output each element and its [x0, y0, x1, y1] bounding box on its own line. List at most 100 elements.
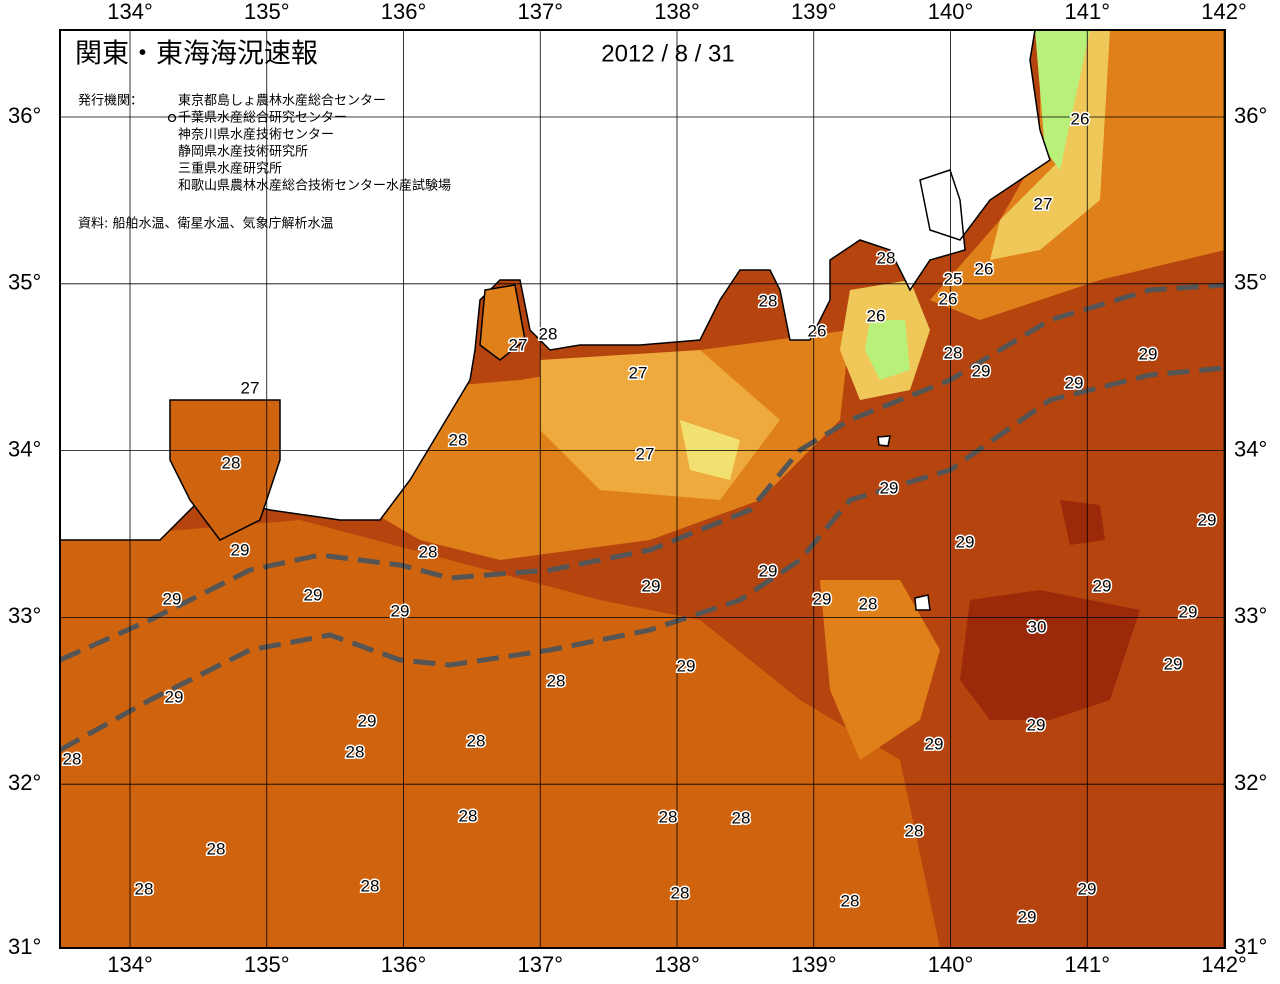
contour-label: 30: [1028, 617, 1047, 636]
lon-label: 141°: [1064, 0, 1110, 24]
issuer-label: 発行機関：: [78, 94, 143, 109]
contour-label: 27: [241, 378, 260, 397]
lat-label: 31°: [1234, 934, 1267, 959]
contour-label: 29: [1164, 654, 1183, 673]
lat-label: 32°: [8, 770, 41, 795]
contour-label: 28: [759, 291, 778, 310]
map-title: 関東・東海海況速報: [75, 39, 318, 70]
contour-label: 27: [636, 444, 655, 463]
contour-label: 29: [1065, 373, 1084, 392]
contour-label: 29: [677, 656, 696, 675]
contour-label: 28: [459, 806, 478, 825]
lon-label: 134°: [107, 952, 153, 977]
issuer-list: 東京都島しょ農林水産総合センター千葉県水産総合研究センター神奈川県水産技術センタ…: [178, 93, 451, 194]
contour-label: 25: [944, 269, 963, 288]
contour-label: 28: [346, 742, 365, 761]
lat-label: 36°: [8, 103, 41, 128]
contour-label: 28: [539, 324, 558, 343]
contour-label: 28: [659, 807, 678, 826]
lon-label: 140°: [928, 0, 974, 24]
contour-label: 28: [207, 839, 226, 858]
contour-label: 29: [880, 478, 899, 497]
lon-label: 137°: [517, 0, 563, 24]
contour-label: 29: [1198, 510, 1217, 529]
lon-label: 138°: [654, 952, 700, 977]
contour-label: 28: [449, 430, 468, 449]
contour-label: 29: [759, 561, 778, 580]
contour-label: 27: [509, 335, 528, 354]
contour-label: 27: [1034, 194, 1053, 213]
lon-label: 138°: [654, 0, 700, 24]
lat-label: 33°: [8, 603, 41, 628]
lat-label: 35°: [1234, 270, 1267, 295]
land: [59, 29, 1051, 611]
lon-label: 142°: [1201, 0, 1247, 24]
lon-label: 134°: [107, 0, 153, 24]
graticule: [60, 30, 1225, 949]
contour-label: 29: [358, 711, 377, 730]
contour-label: 28: [671, 883, 690, 902]
contour-label: 29: [925, 734, 944, 753]
marker: [167, 113, 177, 123]
lat-label: 31°: [8, 934, 41, 959]
contour-label: 26: [1071, 109, 1090, 128]
lon-label: 135°: [244, 952, 290, 977]
contour-label: 28: [135, 879, 154, 898]
lat-label: 36°: [1234, 103, 1267, 128]
issuer: 千葉県水産総合研究センター: [178, 110, 347, 126]
contour-label: 29: [304, 585, 323, 604]
contour-label: 26: [867, 306, 886, 325]
contour-label: 28: [877, 248, 896, 267]
source-note: 資料: 船舶水温、衛星水温、気象庁解析水温: [78, 216, 334, 232]
contour-label: 26: [975, 259, 994, 278]
lat-label: 32°: [1234, 770, 1267, 795]
lon-label: 135°: [244, 0, 290, 24]
lon-label: 139°: [791, 0, 837, 24]
contour-label: 29: [813, 589, 832, 608]
kuroshio-axis: [58, 282, 1226, 753]
lat-label: 35°: [8, 270, 41, 295]
contour-label: 29: [231, 540, 250, 559]
contour-label: 28: [361, 876, 380, 895]
contour-label: 29: [163, 589, 182, 608]
lon-label: 141°: [1064, 952, 1110, 977]
lat-label: 34°: [1234, 436, 1267, 461]
lat-label: 34°: [8, 436, 41, 461]
contour-label: 29: [391, 601, 410, 620]
issuer: 東京都島しょ農林水産総合センター: [178, 93, 386, 109]
lon-label: 139°: [791, 952, 837, 977]
contour-label: 28: [732, 808, 751, 827]
contour-label: 29: [956, 532, 975, 551]
contour-label: 28: [944, 343, 963, 362]
contour-label: 29: [1139, 344, 1158, 363]
contour-label: 27: [629, 363, 648, 382]
lat-label: 33°: [1234, 603, 1267, 628]
contour-label: 29: [1018, 907, 1037, 926]
contour-label: 28: [467, 731, 486, 750]
issuer: 和歌山県農林水産総合技術センター水産試験場: [178, 178, 451, 194]
contour-label: 28: [859, 594, 878, 613]
contour-label: 28: [222, 453, 241, 472]
contour-label: 29: [1179, 602, 1198, 621]
contour-label: 26: [808, 321, 827, 340]
contour-label: 29: [972, 361, 991, 380]
issuer: 神奈川県水産技術センター: [178, 127, 334, 143]
contour-labels: 2627262526282626282829292927282727282827…: [61, 108, 1218, 928]
lon-label: 137°: [517, 952, 563, 977]
contour-label: 29: [165, 687, 184, 706]
issuer: 三重県水産研究所: [178, 161, 282, 177]
contour-label: 29: [642, 576, 661, 595]
issuer: 静岡県水産技術研究所: [178, 144, 308, 160]
contour-label: 29: [1078, 879, 1097, 898]
lon-label: 136°: [381, 952, 427, 977]
contour-label: 26: [939, 289, 958, 308]
map-date: 2012 / 8 / 31: [601, 40, 734, 67]
contour-label: 28: [63, 749, 82, 768]
contour-label: 28: [419, 542, 438, 561]
contour-label: 28: [905, 821, 924, 840]
contour-label: 28: [547, 671, 566, 690]
contour-label: 29: [1093, 576, 1112, 595]
contour-label: 28: [841, 891, 860, 910]
map-frame: [59, 29, 1226, 949]
